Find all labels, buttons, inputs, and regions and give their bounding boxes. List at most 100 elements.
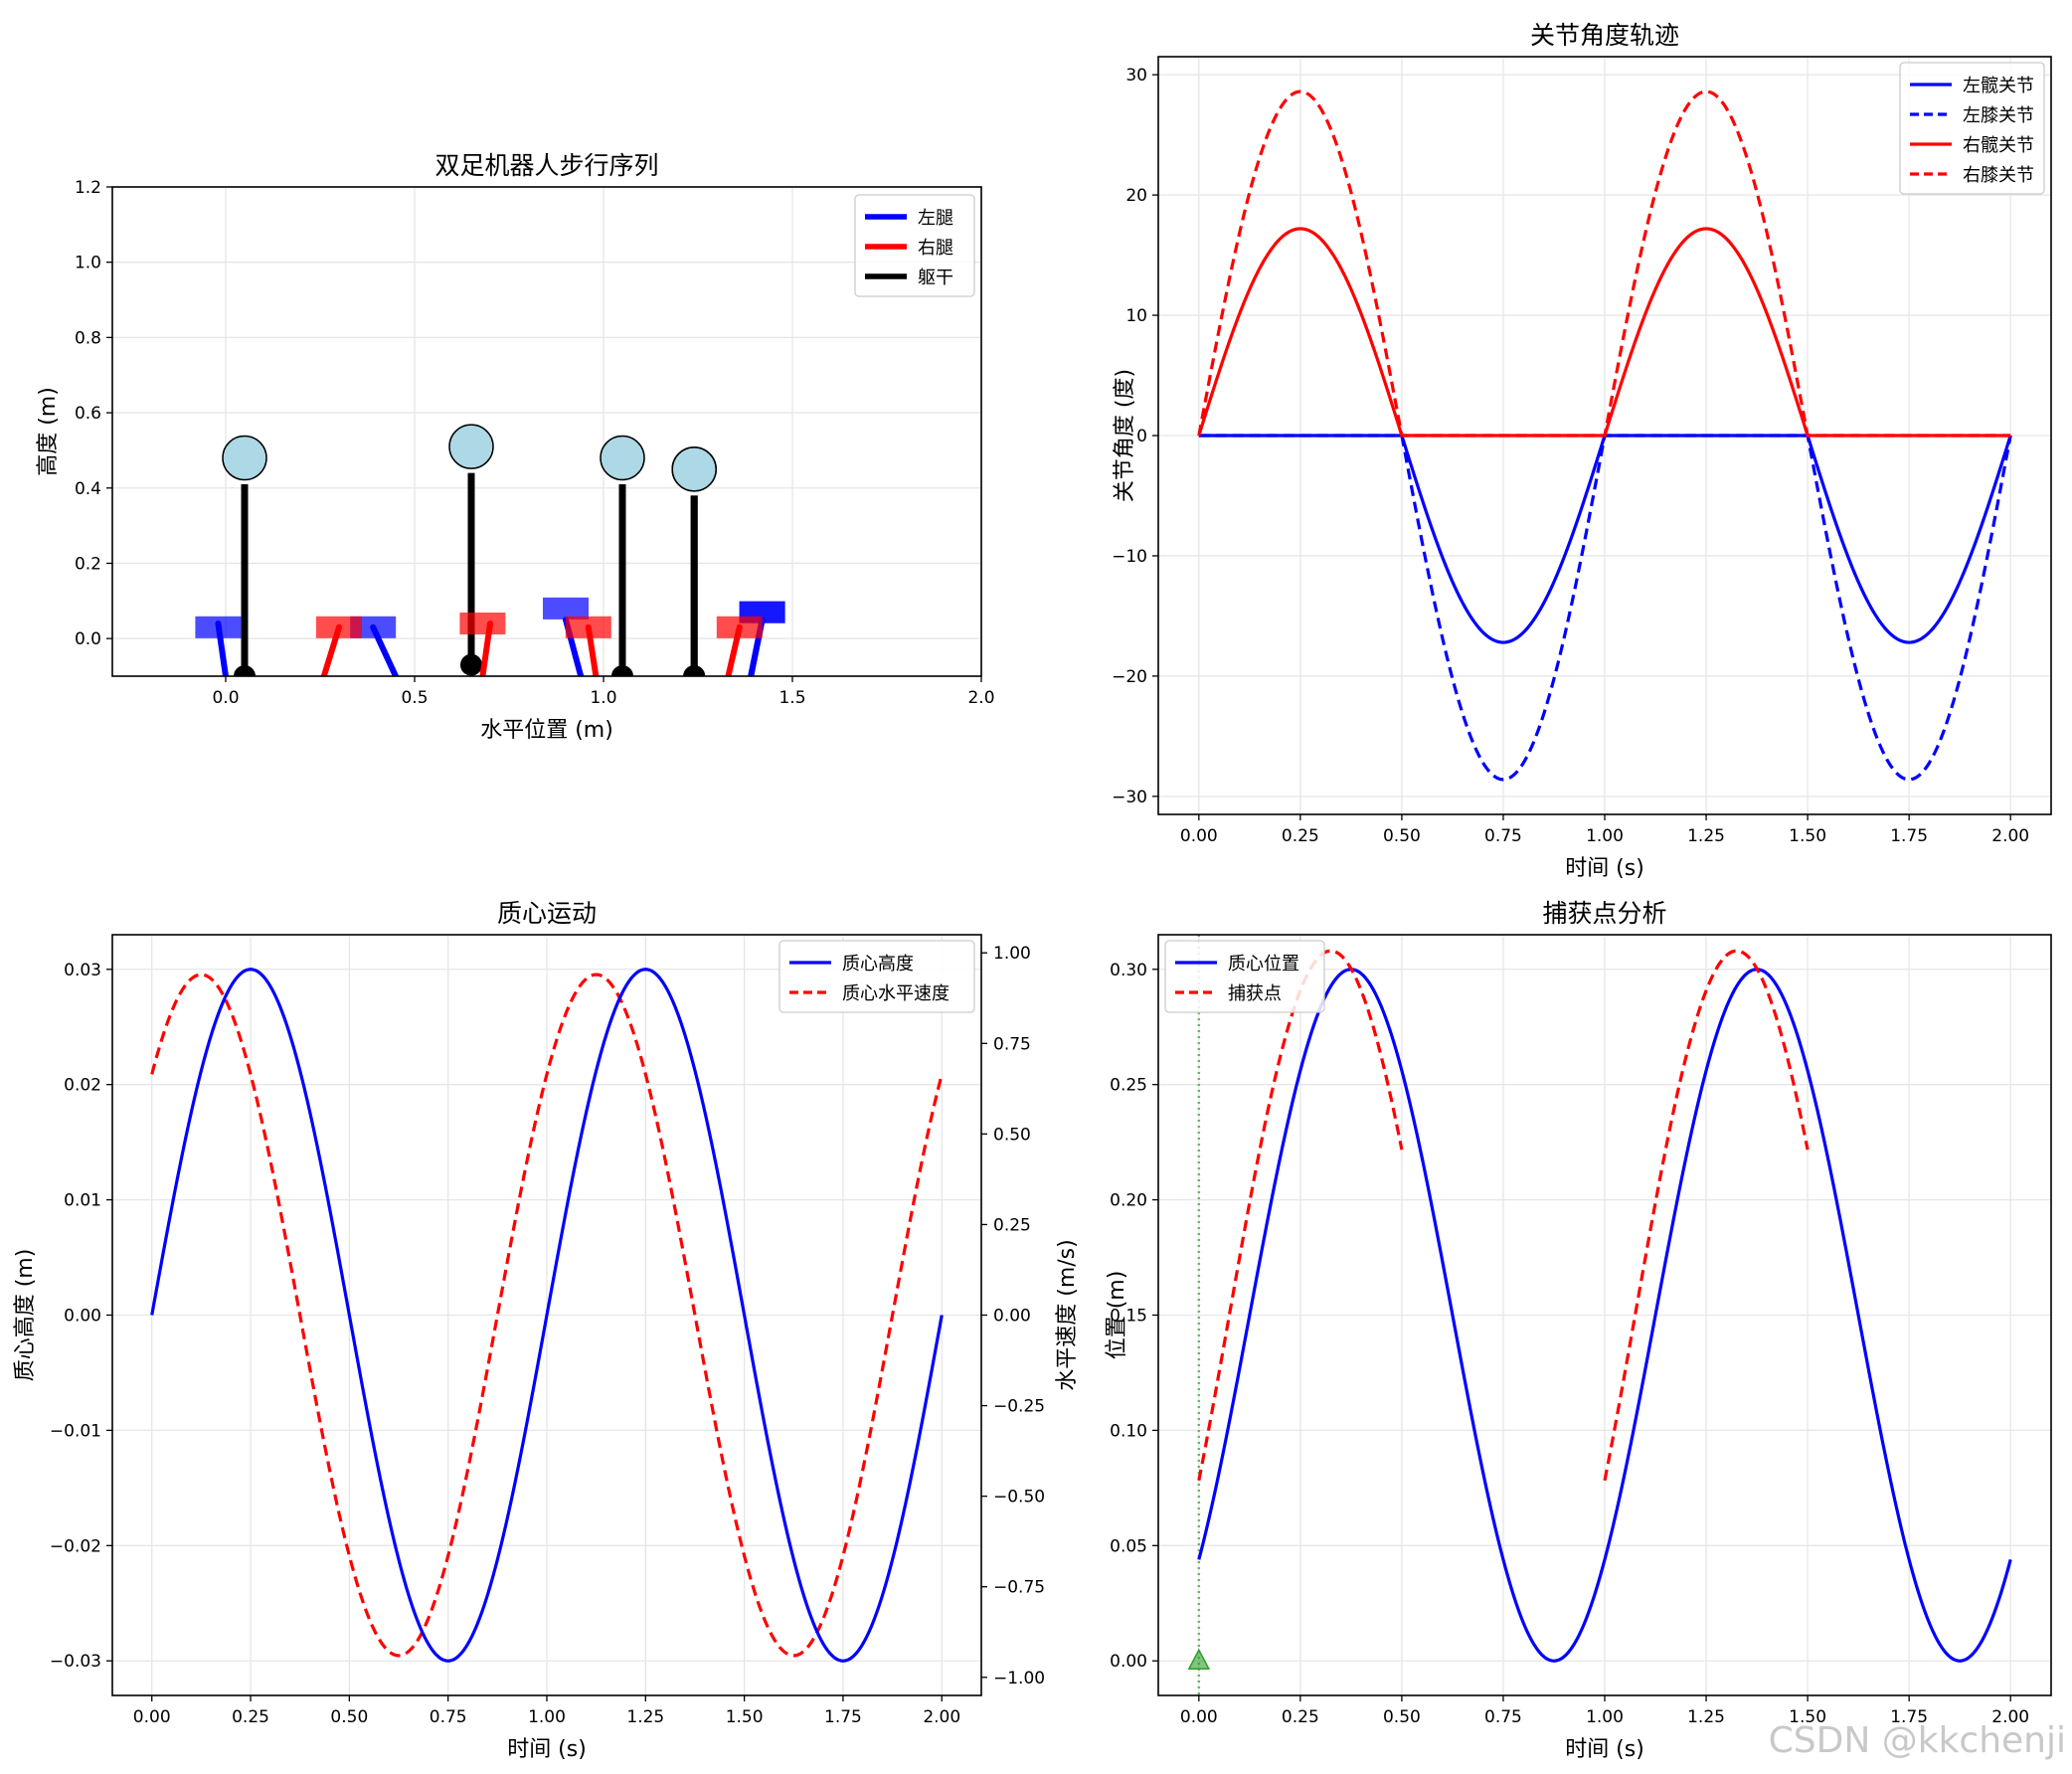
x-tick-label: 0.50: [330, 1707, 368, 1727]
legend-label: 捕获点: [1228, 983, 1282, 1004]
chart-title: 双足机器人步行序列: [434, 151, 658, 180]
y2-tick-label: −0.75: [993, 1578, 1045, 1598]
y-tick-label: 0.8: [75, 328, 101, 348]
x-tick-label: 1.5: [778, 688, 805, 708]
axes-frame: [111, 934, 982, 1696]
chart-title: 捕获点分析: [1542, 899, 1666, 928]
legend-box: [778, 940, 975, 1013]
axes-frame: [1157, 56, 2052, 815]
plot-area: [195, 424, 785, 676]
y-tick-label: 0.02: [64, 1076, 101, 1096]
y2-tick-label: −0.50: [993, 1488, 1045, 1508]
x-tick-label: 0.75: [1484, 1707, 1522, 1727]
y-tick-label: 0.00: [64, 1307, 101, 1327]
x-tick-label: 1.75: [1890, 826, 1928, 846]
legend-label: 质心高度: [842, 954, 914, 975]
hip-joint: [460, 653, 482, 676]
axes-frame: [1157, 934, 2052, 1696]
axes-frame: [111, 186, 982, 677]
x-tick-label: 0.00: [1180, 1707, 1218, 1727]
chart-title: 质心运动: [497, 899, 597, 928]
legend-label: 质心位置: [1228, 954, 1299, 975]
left-foot: [543, 597, 589, 620]
y-axis-label: 关节角度 (度): [1113, 369, 1137, 502]
y2-tick-label: 0.50: [993, 1125, 1031, 1145]
legend-box: [1164, 940, 1325, 1013]
y2-tick-label: 0.75: [993, 1034, 1031, 1054]
right-foot: [565, 616, 611, 638]
legend-label: 右腿: [918, 238, 953, 259]
y2-tick-label: 0.25: [993, 1215, 1031, 1235]
support-marker: [1187, 1648, 1211, 1670]
x-tick-label: 0.50: [1383, 826, 1421, 846]
x-tick-label: 0.00: [133, 1707, 171, 1727]
x-tick-label: 1.75: [1890, 1707, 1928, 1727]
series-line: [150, 968, 944, 1663]
y2-tick-label: 1.00: [993, 944, 1031, 964]
chart-title: 关节角度轨迹: [1530, 21, 1679, 50]
watermark: CSDN @kkchenji: [1769, 1720, 2066, 1761]
y-tick-label: 0.4: [75, 479, 101, 499]
x-tick-label: 0.50: [1383, 1707, 1421, 1727]
y-axis-label: 高度 (m): [36, 387, 61, 476]
x-tick-label: 0.5: [401, 688, 428, 708]
y-axis-label: 位置 (m): [1105, 1271, 1129, 1360]
y-tick-label: −30: [1112, 788, 1147, 807]
x-tick-label: 2.00: [1991, 826, 2029, 846]
x-tick-label: 1.00: [1586, 1707, 1624, 1727]
y-tick-label: 0: [1136, 427, 1147, 446]
hip-joint: [611, 665, 633, 676]
y-tick-label: 0.6: [75, 404, 101, 424]
x-tick-label: 0.75: [1484, 826, 1522, 846]
x-tick-label: 1.50: [1789, 1707, 1826, 1727]
legend-box: [854, 194, 975, 297]
y-tick-label: −0.01: [50, 1421, 101, 1441]
panel-com: 0.00 0.25 0.50 0.75 1.00 1.25 1.50 1.75 2.00 −0.0…: [13, 899, 1080, 1762]
series-line: [1197, 968, 2012, 1663]
y-tick-label: 0.01: [64, 1191, 101, 1211]
y-tick-label: 0.20: [1110, 1191, 1147, 1211]
y-tick-label: 0.15: [1110, 1307, 1147, 1327]
x-tick-label: 1.50: [1789, 826, 1826, 846]
x-tick-label: 1.50: [726, 1707, 764, 1727]
x-tick-label: 1.75: [824, 1707, 862, 1727]
panel-walk: 0.0 0.5 1.0 1.5 2.0 0.0 0.2 0.4 0.6 0.8 1.0 1.2 双足机器…: [36, 151, 995, 743]
legend-label: 左膝关节: [1963, 105, 2034, 126]
legend-label: 左髋关节: [1963, 76, 2034, 96]
head: [448, 424, 494, 469]
y-tick-label: 0.10: [1110, 1421, 1147, 1441]
robot-pose: [565, 446, 785, 676]
hip-joint: [234, 665, 256, 676]
y-tick-label: −0.03: [50, 1652, 101, 1672]
robot-pose: [459, 435, 645, 676]
series-line: [1197, 89, 2011, 438]
y-tick-label: 0.0: [75, 629, 101, 649]
x-tick-label: 0.00: [1180, 826, 1218, 846]
y-axis-label: 质心高度 (m): [13, 1249, 38, 1382]
y-tick-label: 0.05: [1110, 1536, 1147, 1556]
plot-area: [1197, 89, 2012, 782]
legend-label: 质心水平速度: [842, 983, 950, 1004]
right-foot: [459, 613, 506, 635]
y2-tick-label: −1.00: [993, 1669, 1045, 1688]
legend-label: 左腿: [918, 208, 953, 229]
head: [222, 435, 267, 481]
y2-tick-label: −0.25: [993, 1397, 1045, 1417]
y-tick-label: −10: [1112, 547, 1147, 567]
x-tick-label: 0.25: [1282, 1707, 1319, 1727]
robot-pose: [195, 435, 267, 676]
x-tick-label: 1.25: [626, 1707, 664, 1727]
x-axis-label: 水平位置 (m): [480, 718, 613, 743]
x-tick-label: 0.0: [212, 688, 239, 708]
y-tick-label: 0.2: [75, 554, 101, 574]
hip-joint: [683, 665, 706, 676]
x-tick-label: 2.00: [1991, 1707, 2029, 1727]
legend-label: 右髋关节: [1963, 135, 2034, 156]
x-tick-label: 2.00: [923, 1707, 960, 1727]
series-line: [1603, 949, 1810, 1482]
robot-pose: [671, 446, 785, 676]
y-tick-label: 10: [1125, 306, 1147, 326]
legend-label: 躯干: [918, 267, 953, 288]
y-tick-label: −20: [1112, 667, 1147, 687]
